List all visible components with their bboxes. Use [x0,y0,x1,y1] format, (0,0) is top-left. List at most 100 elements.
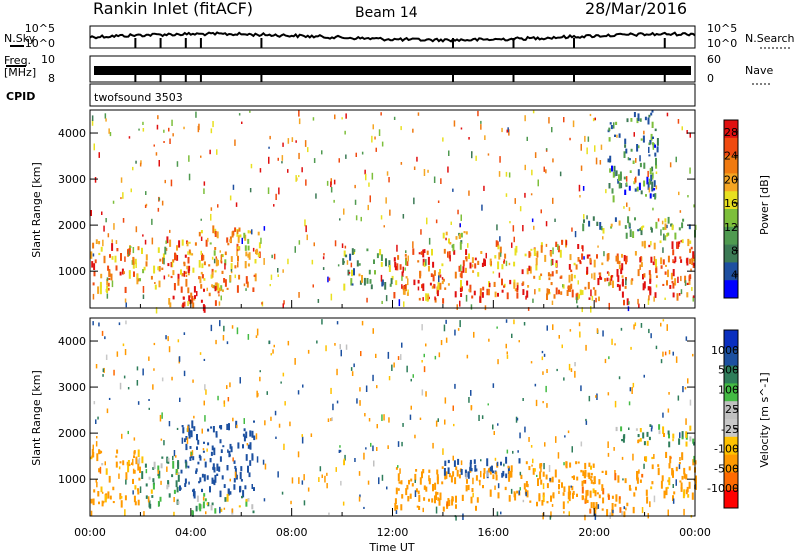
heat-cell [264,463,267,470]
heat-cell [375,147,377,152]
heat-cell [169,302,172,308]
heat-cell [660,322,662,327]
heat-cell [173,450,176,457]
heat-cell [191,510,194,515]
heat-cell [668,477,671,486]
heat-cell [358,263,361,266]
heat-cell [643,463,645,469]
heat-cell [540,273,543,277]
heat-cell [273,344,275,348]
heat-cell [291,137,294,142]
heat-cell [369,195,371,203]
heat-cell [612,195,615,203]
heat-cell [536,474,538,477]
heat-cell [192,267,195,273]
heat-cell [546,288,549,296]
heat-cell [270,274,273,280]
heat-cell [470,390,472,396]
heat-cell [649,139,652,145]
heat-cell [693,204,695,208]
heat-cell [503,259,506,262]
heat-cell [548,289,550,294]
heat-cell [229,275,232,282]
heat-cell [127,387,130,390]
heat-cell [592,463,595,468]
heat-cell [672,259,674,263]
heat-cell [601,262,604,266]
heat-cell [200,155,202,158]
cpid-panel-frame [89,83,696,107]
heat-cell [460,214,462,221]
heat-cell [461,286,463,292]
heat-cell [602,330,604,337]
heat-cell [677,276,679,283]
heat-cell [254,273,257,282]
heat-cell [249,230,252,234]
heat-cell [514,288,517,292]
heat-cell [632,453,634,461]
heat-cell [273,204,275,207]
heat-cell [137,274,139,280]
heat-cell [675,156,677,163]
heat-cell [153,461,156,469]
heat-cell [168,421,171,427]
heat-cell [583,480,585,484]
heat-cell [597,278,600,286]
heat-cell [207,442,210,446]
heat-cell [692,296,694,302]
heat-cell [113,223,115,230]
heat-cell [153,144,155,147]
heat-cell [177,278,180,286]
heat-cell [575,293,578,300]
heat-cell [243,428,246,432]
heat-cell [339,218,341,221]
heat-cell [577,461,580,464]
heat-cell [422,507,424,513]
heat-cell [621,439,624,442]
heat-cell [386,486,388,490]
heat-cell [221,289,224,292]
heat-cell [475,505,477,511]
heat-cell [343,250,346,257]
heat-cell [92,242,95,249]
heat-cell [646,440,649,446]
heat-cell [150,275,153,280]
heat-cell [542,483,545,490]
heat-cell [403,301,405,307]
heat-cell [253,274,256,277]
heat-cell [487,288,490,296]
heat-cell [343,458,345,466]
heat-cell [233,484,236,490]
heat-cell [124,349,127,356]
heat-cell [198,481,201,484]
heat-cell [198,454,201,459]
heat-cell [284,401,286,406]
heat-cell [528,437,530,442]
heat-cell [500,461,502,466]
heat-cell [338,449,341,453]
heat-cell [358,273,361,277]
heat-cell [196,495,199,502]
heat-cell [634,217,636,221]
heat-cell [455,515,457,521]
heat-cell [249,188,252,193]
heat-cell [495,474,498,481]
heat-cell [366,278,369,284]
heat-cell [678,227,681,231]
heat-cell [559,276,562,279]
heat-cell [126,461,129,466]
heat-cell [158,280,161,288]
heat-cell [682,218,685,222]
heat-cell [678,242,680,247]
heat-cell [183,332,186,335]
heat-cell [492,383,495,388]
heat-cell [617,275,620,283]
heat-cell [628,427,630,430]
heat-cell [592,118,595,122]
heat-cell [199,456,202,461]
heat-cell [471,264,474,268]
heat-cell [643,273,646,278]
heat-cell [477,260,480,265]
heat-cell [103,255,106,264]
heat-cell [106,293,109,299]
